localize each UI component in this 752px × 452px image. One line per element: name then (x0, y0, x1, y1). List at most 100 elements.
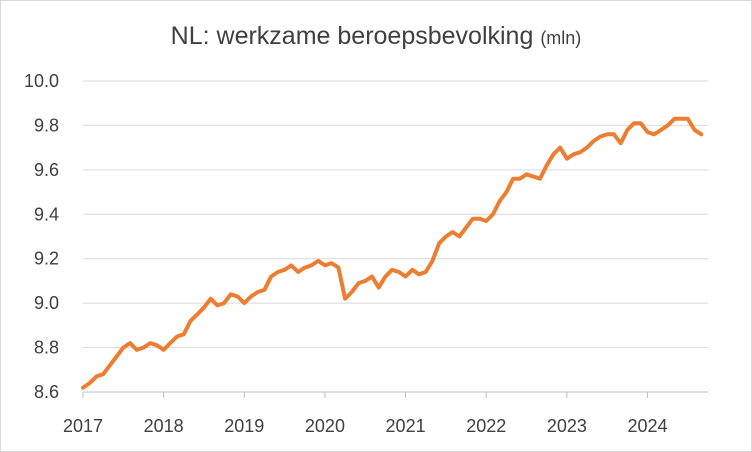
data-point (425, 272, 426, 273)
data-point (620, 143, 621, 144)
data-point (701, 134, 702, 135)
data-point (587, 147, 588, 148)
data-point (560, 147, 561, 148)
y-tick-label: 9.8 (34, 115, 59, 135)
data-point (230, 294, 231, 295)
x-tick-label: 2021 (386, 416, 426, 436)
x-tick-label: 2019 (224, 416, 264, 436)
gridlines (83, 80, 708, 349)
data-point (109, 365, 110, 366)
y-tick-label: 9.0 (34, 293, 59, 313)
data-point (445, 236, 446, 237)
data-point (533, 176, 534, 177)
y-tick-label: 9.4 (34, 204, 59, 224)
data-point (83, 387, 84, 388)
data-point (251, 296, 252, 297)
data-point (466, 227, 467, 228)
data-point (190, 320, 191, 321)
data-point (284, 269, 285, 270)
data-point (499, 201, 500, 202)
data-point (600, 136, 601, 137)
data-point (237, 296, 238, 297)
series-line (81, 116, 704, 390)
data-point (479, 218, 480, 219)
data-point (130, 343, 131, 344)
data-point (385, 276, 386, 277)
x-tick-label: 2018 (144, 416, 184, 436)
data-point (506, 192, 507, 193)
data-point (667, 125, 668, 126)
data-point (264, 289, 265, 290)
data-point (647, 132, 648, 133)
data-point (324, 265, 325, 266)
data-point (204, 307, 205, 308)
data-point (150, 343, 151, 344)
data-point (116, 356, 117, 357)
y-tick-label: 10.0 (24, 71, 59, 91)
y-tick-label: 8.6 (34, 382, 59, 402)
data-point (627, 129, 628, 130)
data-point (607, 134, 608, 135)
data-point (277, 272, 278, 273)
data-point (365, 280, 366, 281)
data-point (183, 334, 184, 335)
x-tick-label: 2020 (305, 416, 345, 436)
data-point (96, 376, 97, 377)
x-tick-label: 2023 (547, 416, 587, 436)
data-point (519, 178, 520, 179)
data-point (311, 265, 312, 266)
chart-title: NL: werkzame beroepsbevolking (mln) (0, 22, 752, 51)
data-point (345, 298, 346, 299)
data-point (318, 260, 319, 261)
data-point (546, 165, 547, 166)
data-point (398, 272, 399, 273)
data-point (217, 305, 218, 306)
data-point (210, 298, 211, 299)
data-point (157, 345, 158, 346)
data-point (687, 118, 688, 119)
data-point (331, 263, 332, 264)
data-point (392, 269, 393, 270)
data-point (103, 374, 104, 375)
data-point (378, 287, 379, 288)
x-tick-label: 2017 (63, 416, 103, 436)
x-axis (82, 391, 708, 398)
data-point (593, 141, 594, 142)
data-point (681, 118, 682, 119)
chart-title-text: NL: werkzame beroepsbevolking (170, 22, 534, 50)
y-tick-label: 8.8 (34, 338, 59, 358)
data-point (143, 347, 144, 348)
data-point (358, 283, 359, 284)
data-point (338, 267, 339, 268)
data-point (580, 152, 581, 153)
data-point (439, 243, 440, 244)
data-point (654, 134, 655, 135)
data-point (472, 218, 473, 219)
chart-unit: (mln) (540, 28, 582, 48)
data-point (540, 178, 541, 179)
data-point (634, 123, 635, 124)
data-point (405, 276, 406, 277)
data-point (123, 347, 124, 348)
data-point (177, 336, 178, 337)
data-point (613, 134, 614, 135)
data-point (412, 269, 413, 270)
data-point (136, 349, 137, 350)
data-point (298, 272, 299, 273)
data-point (526, 174, 527, 175)
data-point (197, 314, 198, 315)
data-point (452, 232, 453, 233)
data-point (640, 123, 641, 124)
series (81, 116, 704, 390)
data-point (224, 303, 225, 304)
data-point (372, 276, 373, 277)
data-point (513, 178, 514, 179)
data-point (244, 303, 245, 304)
x-tick-label: 2022 (466, 416, 506, 436)
data-point (291, 265, 292, 266)
data-point (163, 349, 164, 350)
x-tick-label: 2024 (627, 416, 667, 436)
data-point (459, 236, 460, 237)
